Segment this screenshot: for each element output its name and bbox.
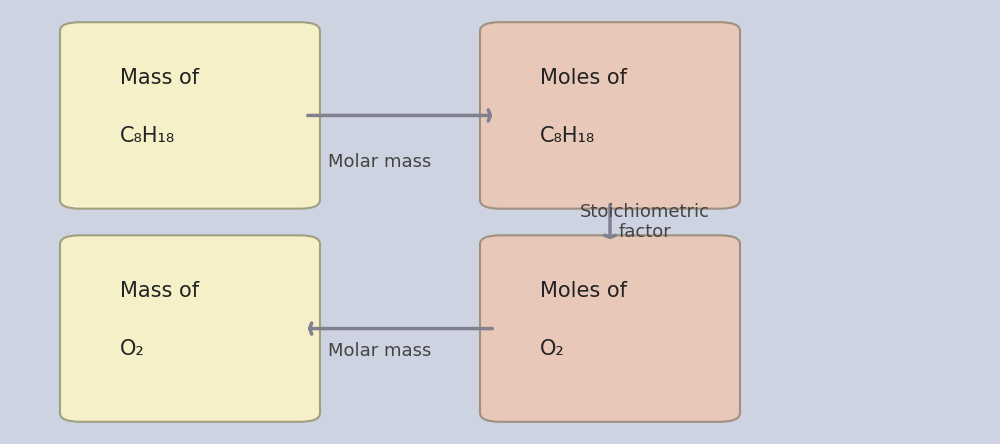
Text: Molar mass: Molar mass [328, 153, 432, 171]
Text: Moles of: Moles of [540, 281, 627, 301]
Text: C₈H₁₈: C₈H₁₈ [120, 126, 175, 146]
Text: O₂: O₂ [540, 339, 564, 359]
Text: C₈H₁₈: C₈H₁₈ [540, 126, 595, 146]
FancyBboxPatch shape [60, 22, 320, 209]
Text: Mass of: Mass of [120, 281, 199, 301]
Text: Moles of: Moles of [540, 68, 627, 88]
FancyBboxPatch shape [480, 235, 740, 422]
Text: Mass of: Mass of [120, 68, 199, 88]
FancyBboxPatch shape [480, 22, 740, 209]
Text: O₂: O₂ [120, 339, 144, 359]
Text: Stoichiometric
factor: Stoichiometric factor [580, 202, 710, 242]
FancyBboxPatch shape [60, 235, 320, 422]
Text: Molar mass: Molar mass [328, 342, 432, 360]
